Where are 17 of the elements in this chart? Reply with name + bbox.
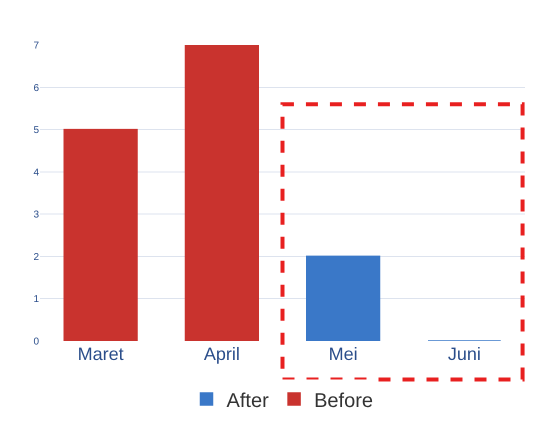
x-tick-label: Juni	[448, 344, 481, 364]
y-tick-label: 5	[33, 125, 40, 136]
legend-label: Before	[314, 390, 374, 412]
x-tick-label: April	[204, 344, 240, 364]
bar	[306, 256, 380, 341]
y-tick-label: 4	[33, 167, 40, 178]
y-tick-label: 0	[33, 336, 40, 348]
x-tick-label: Maret	[78, 344, 124, 364]
y-tick-label: 3	[33, 210, 40, 221]
y-tick-label: 1	[33, 294, 40, 306]
bar	[184, 45, 259, 341]
x-tick-label: Mei	[328, 344, 358, 364]
bar	[64, 128, 138, 341]
y-tick-label: 7	[33, 40, 40, 52]
legend-label: After	[226, 390, 270, 412]
y-tick-label: 6	[33, 82, 40, 94]
y-tick-label: 2	[33, 252, 40, 263]
